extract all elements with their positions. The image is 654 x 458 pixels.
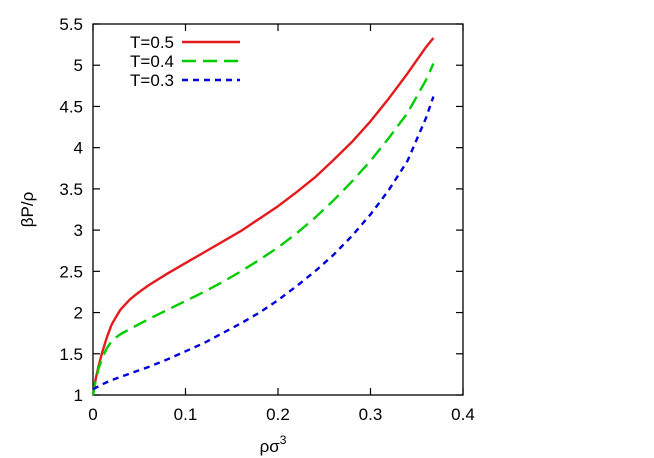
series-line-t-0-3 bbox=[92, 96, 435, 391]
x-axis-label-base: ρσ bbox=[260, 437, 281, 456]
series-line-t-0-4 bbox=[91, 63, 435, 396]
y-tick-label: 5 bbox=[74, 56, 83, 75]
axis-tick-labels: 0 0.1 0.2 0.3 0.4 1 1.5 2 2.5 3 3.5 4 4.5 5 5.5 bbox=[59, 15, 474, 424]
x-tick-label: 0.1 bbox=[174, 405, 198, 424]
legend: T=0.5T=0.4T=0.3 bbox=[130, 33, 240, 90]
x-tick-label: 0.4 bbox=[451, 405, 475, 424]
legend-label: T=0.4 bbox=[130, 52, 174, 71]
x-tick-label: 0.3 bbox=[359, 405, 383, 424]
y-tick-label: 4.5 bbox=[59, 97, 83, 116]
y-tick-label: 2.5 bbox=[59, 262, 83, 281]
legend-label: T=0.3 bbox=[130, 71, 174, 90]
y-tick-label: 1.5 bbox=[59, 345, 83, 364]
axis-ticks bbox=[92, 23, 464, 396]
legend-label: T=0.5 bbox=[130, 33, 174, 52]
y-tick-label: 3 bbox=[74, 221, 83, 240]
series-lines bbox=[91, 37, 435, 396]
series-line-t-0-5 bbox=[91, 37, 435, 396]
x-axis-label: ρσ3 bbox=[260, 433, 287, 456]
x-axis-label-superscript: 3 bbox=[280, 433, 287, 447]
y-tick-label: 5.5 bbox=[59, 15, 83, 34]
y-tick-label: 3.5 bbox=[59, 180, 83, 199]
x-tick-label: 0.2 bbox=[266, 405, 290, 424]
y-tick-label: 4 bbox=[74, 139, 83, 158]
y-tick-label: 1 bbox=[74, 386, 83, 405]
x-tick-label: 0 bbox=[88, 405, 97, 424]
y-axis-label: βP/ρ bbox=[18, 192, 37, 228]
y-tick-label: 2 bbox=[74, 304, 83, 323]
